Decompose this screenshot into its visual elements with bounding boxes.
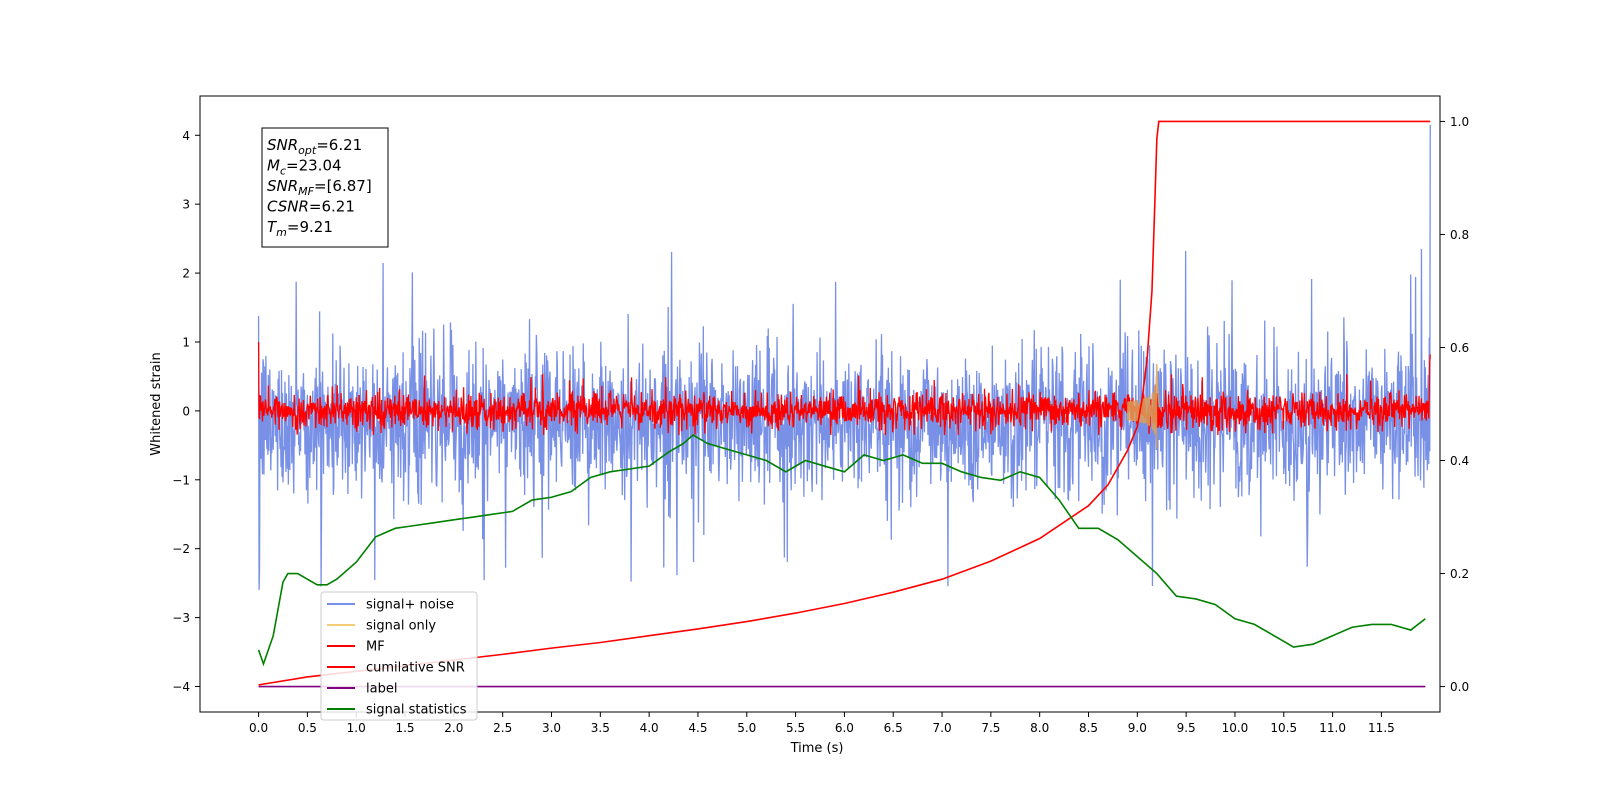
x-tick-label: 3.5	[591, 721, 610, 735]
x-tick-label: 0.0	[249, 721, 268, 735]
annotation-subscript: m	[276, 226, 287, 239]
series-mf	[257, 341, 1431, 436]
y-right-tick-label: 0.6	[1450, 341, 1469, 355]
annotation-subscript: MF	[298, 185, 314, 198]
y-left-tick-label: 0	[182, 404, 190, 418]
annotation-line: SNRopt=6.21	[267, 136, 362, 157]
annotation-subscript: opt	[298, 144, 317, 157]
y-right-tick-label: 0.2	[1450, 567, 1469, 581]
plot-frame	[199, 95, 1441, 713]
x-tick-label: 10.0	[1222, 721, 1249, 735]
y-axis-label: Whitened strain	[149, 352, 164, 455]
annotation-symbol: SNR	[267, 136, 298, 154]
annotation-value: =[6.87]	[314, 177, 372, 195]
y-axis-left: −4 −3 −2 −1 0 1 2 3 4	[172, 129, 200, 694]
legend-entry: signal statistics	[366, 703, 467, 718]
annotation-subscript: c	[280, 165, 286, 178]
x-tick-label: 10.5	[1270, 721, 1297, 735]
annotation-line: Tm=9.21	[267, 218, 333, 239]
x-tick-label: 1.0	[347, 721, 366, 735]
annotation-box: SNRopt=6.21Mc=23.04SNRMF=[6.87]CSNR=6.21…	[261, 127, 389, 248]
x-tick-label: 5.0	[737, 721, 756, 735]
x-axis: 0.0 0.5 1.0 1.5 2.0 2.5 3.0 3.5 4.0 4.5 5.0 5.5 6.0 6…	[249, 712, 1395, 735]
legend-entry: MF	[366, 640, 385, 655]
annotation-symbol: SNR	[267, 177, 298, 195]
y-left-tick-label: −2	[172, 542, 190, 556]
annotation-line: CSNR=6.21	[267, 198, 355, 216]
series-signal-noise	[257, 124, 1431, 591]
x-tick-label: 0.5	[298, 721, 317, 735]
y-left-tick-label: 3	[182, 198, 190, 212]
x-tick-label: 8.5	[1079, 721, 1098, 735]
x-tick-label: 7.0	[933, 721, 952, 735]
annotation-symbol: M	[267, 157, 280, 175]
annotation-frame	[261, 127, 389, 248]
legend-entry: label	[366, 682, 397, 697]
y-left-tick-label: −1	[172, 473, 190, 487]
y-left-tick-label: −3	[172, 611, 190, 625]
legend-frame	[320, 591, 478, 721]
y-axis-right: 0.0 0.2 0.4 0.6 0.8 1.0	[1440, 115, 1469, 694]
x-tick-label: 2.0	[444, 721, 463, 735]
annotation-symbol: CSNR	[267, 198, 309, 216]
annotation-value: =9.21	[287, 218, 333, 236]
annotation-symbol: T	[267, 218, 278, 236]
x-tick-label: 9.0	[1128, 721, 1147, 735]
x-tick-label: 6.0	[835, 721, 854, 735]
series-layer	[257, 120, 1431, 688]
legend-entry: signal+ noise	[366, 598, 454, 613]
y-right-tick-label: 1.0	[1450, 115, 1469, 129]
x-tick-label: 2.5	[493, 721, 512, 735]
y-left-tick-label: −4	[172, 680, 190, 694]
annotation-value: =23.04	[286, 157, 342, 175]
annotation-value: =6.21	[309, 198, 355, 216]
y-right-tick-label: 0.0	[1450, 680, 1469, 694]
x-tick-label: 4.0	[640, 721, 659, 735]
x-tick-label: 8.0	[1030, 721, 1049, 735]
x-tick-label: 1.5	[395, 721, 414, 735]
x-tick-label: 5.5	[786, 721, 805, 735]
y-right-tick-label: 0.4	[1450, 454, 1469, 468]
x-tick-label: 9.5	[1177, 721, 1196, 735]
y-left-tick-label: 4	[182, 129, 190, 143]
annotation-line: SNRMF=[6.87]	[267, 177, 372, 198]
x-tick-label: 11.5	[1368, 721, 1395, 735]
y-left-tick-label: 2	[182, 267, 190, 281]
x-tick-label: 4.5	[688, 721, 707, 735]
annotation-line: Mc=23.04	[267, 157, 342, 178]
x-tick-label: 6.5	[884, 721, 903, 735]
x-tick-label: 11.0	[1319, 721, 1346, 735]
series-signal-statistics	[257, 434, 1426, 667]
legend-entry: signal only	[366, 619, 436, 634]
series-cumulative-snr	[258, 120, 1431, 686]
series-signal-only	[1126, 363, 1163, 450]
x-axis-label: Time (s)	[790, 741, 844, 756]
y-right-tick-label: 0.8	[1450, 228, 1469, 242]
y-left-tick-label: 1	[182, 335, 190, 349]
legend: signal+ noise signal only MF cumilative SNR…	[320, 591, 478, 721]
x-tick-label: 7.5	[981, 721, 1000, 735]
x-tick-label: 3.0	[542, 721, 561, 735]
legend-entry: cumilative SNR	[366, 661, 465, 676]
annotation-value: =6.21	[316, 136, 362, 154]
